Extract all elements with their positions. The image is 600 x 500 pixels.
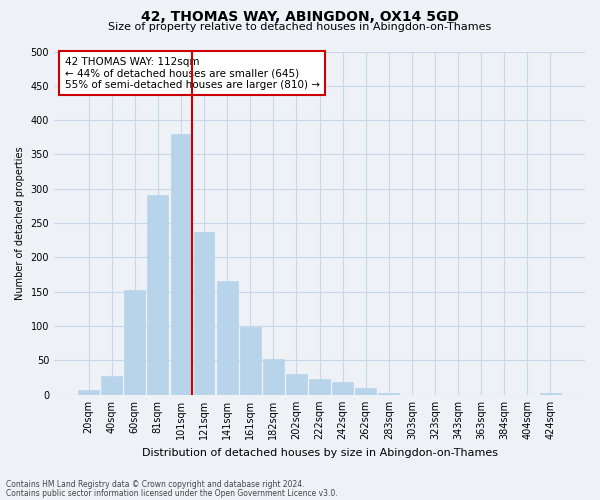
Y-axis label: Number of detached properties: Number of detached properties — [15, 146, 25, 300]
Bar — [124, 290, 145, 395]
Text: Size of property relative to detached houses in Abingdon-on-Thames: Size of property relative to detached ho… — [109, 22, 491, 32]
Bar — [217, 281, 238, 395]
Bar — [78, 390, 99, 395]
Bar — [101, 376, 122, 395]
Bar — [540, 394, 561, 395]
X-axis label: Distribution of detached houses by size in Abingdon-on-Thames: Distribution of detached houses by size … — [142, 448, 497, 458]
Bar — [309, 379, 330, 395]
Text: Contains public sector information licensed under the Open Government Licence v3: Contains public sector information licen… — [6, 488, 338, 498]
Bar — [148, 195, 168, 395]
Bar — [379, 394, 399, 395]
Text: Contains HM Land Registry data © Crown copyright and database right 2024.: Contains HM Land Registry data © Crown c… — [6, 480, 305, 489]
Bar — [286, 374, 307, 395]
Bar — [170, 134, 191, 395]
Text: 42, THOMAS WAY, ABINGDON, OX14 5GD: 42, THOMAS WAY, ABINGDON, OX14 5GD — [141, 10, 459, 24]
Bar — [355, 388, 376, 395]
Bar — [240, 327, 260, 395]
Text: 42 THOMAS WAY: 112sqm
← 44% of detached houses are smaller (645)
55% of semi-det: 42 THOMAS WAY: 112sqm ← 44% of detached … — [65, 56, 320, 90]
Bar — [263, 359, 284, 395]
Bar — [194, 232, 214, 395]
Bar — [332, 382, 353, 395]
